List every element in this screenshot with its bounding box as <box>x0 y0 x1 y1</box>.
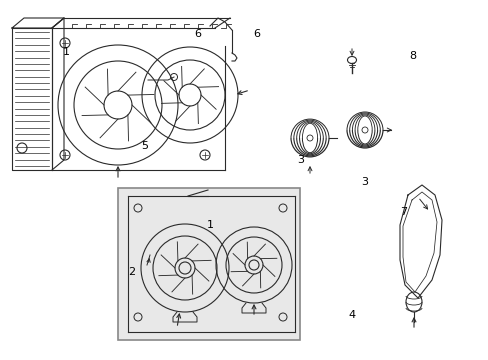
Text: 7: 7 <box>399 207 406 217</box>
Text: 1: 1 <box>206 220 213 230</box>
Text: 4: 4 <box>348 310 355 320</box>
Text: 6: 6 <box>194 29 201 39</box>
Text: 3: 3 <box>360 177 367 187</box>
Bar <box>118 188 299 340</box>
Text: 6: 6 <box>253 29 260 39</box>
Text: 5: 5 <box>141 141 147 151</box>
Text: 1: 1 <box>62 47 69 57</box>
Text: 3: 3 <box>297 155 304 165</box>
Text: 2: 2 <box>128 267 135 277</box>
Text: 8: 8 <box>409 51 416 61</box>
